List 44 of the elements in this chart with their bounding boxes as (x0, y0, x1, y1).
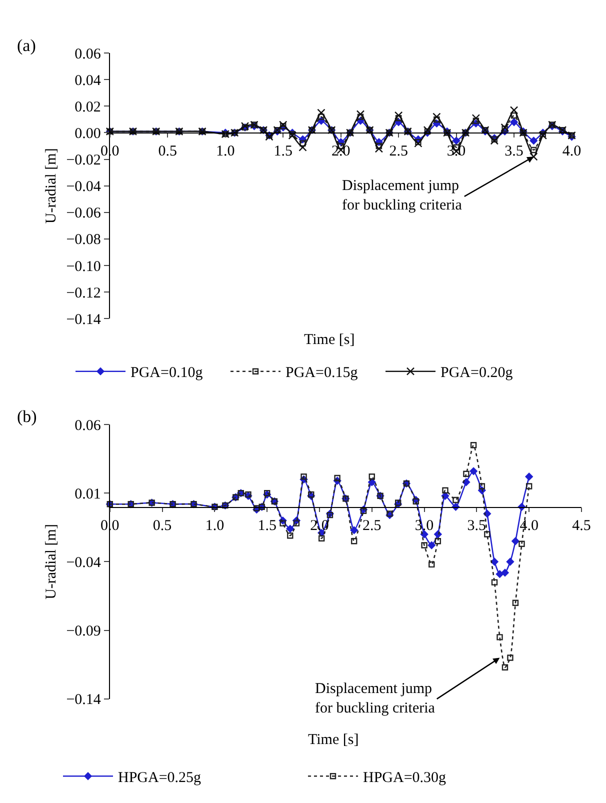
x-tick-label: 3.5 (504, 144, 524, 160)
y-tick-label: −0.04 (66, 179, 102, 196)
y-tick-label: 0.01 (74, 486, 101, 502)
y-axis-title: U-radial [m] (43, 148, 60, 224)
x-tick-label: 2.0 (331, 144, 350, 160)
chart-title: (b) (17, 407, 37, 426)
y-tick-label: 0.02 (74, 99, 101, 116)
x-tick-label: 4.5 (572, 518, 591, 534)
y-tick-label: 0.00 (74, 126, 101, 142)
y-tick-label: −0.14 (66, 692, 102, 708)
legend-label: PGA=0.10g (130, 365, 204, 382)
x-tick-label: 3.0 (446, 144, 466, 160)
y-tick-label: −0.04 (66, 554, 102, 571)
x-tick-label: 1.0 (216, 144, 235, 160)
legend-label: PGA=0.20g (440, 365, 514, 382)
x-tick-label: 0.5 (152, 518, 172, 534)
x-tick-label: 3.5 (467, 518, 486, 534)
x-tick-label: 1.5 (258, 518, 276, 534)
legend-label: HPGA=0.25g (118, 770, 202, 786)
y-tick-label: −0.08 (66, 232, 101, 248)
x-tick-label: 1.0 (205, 518, 224, 534)
annotation: Displacement jump for buckling criteria (342, 178, 462, 214)
y-tick-label: 0.04 (74, 72, 102, 89)
chart-title: (a) (17, 36, 36, 55)
x-tick-label: 2.5 (389, 144, 408, 160)
y-tick-label: −0.10 (66, 258, 101, 275)
y-tick-label: −0.14 (66, 312, 102, 328)
y-tick-label: 0.06 (74, 46, 102, 62)
y-tick-label: −0.09 (66, 624, 101, 640)
annotation: Displacement jump for buckling criteria (315, 681, 436, 716)
y-tick-label: −0.06 (66, 206, 102, 222)
x-tick-label: 0.5 (158, 144, 178, 160)
y-tick-label: −0.02 (66, 152, 101, 169)
x-tick-label: 2.5 (362, 518, 382, 534)
x-tick-label: 1.5 (274, 144, 292, 160)
y-tick-label: −0.12 (66, 285, 101, 302)
legend-label: HPGA=0.30g (363, 770, 447, 786)
y-tick-label: 0.06 (74, 418, 102, 434)
x-axis-title: Time [s] (304, 332, 355, 348)
x-tick-label: 4.0 (520, 518, 538, 534)
legend-label: PGA=0.15g (286, 365, 358, 382)
x-tick-label: 4.0 (562, 144, 582, 160)
x-axis-title: Time [s] (308, 732, 359, 748)
y-axis-title: U-radial [m] (43, 524, 60, 600)
